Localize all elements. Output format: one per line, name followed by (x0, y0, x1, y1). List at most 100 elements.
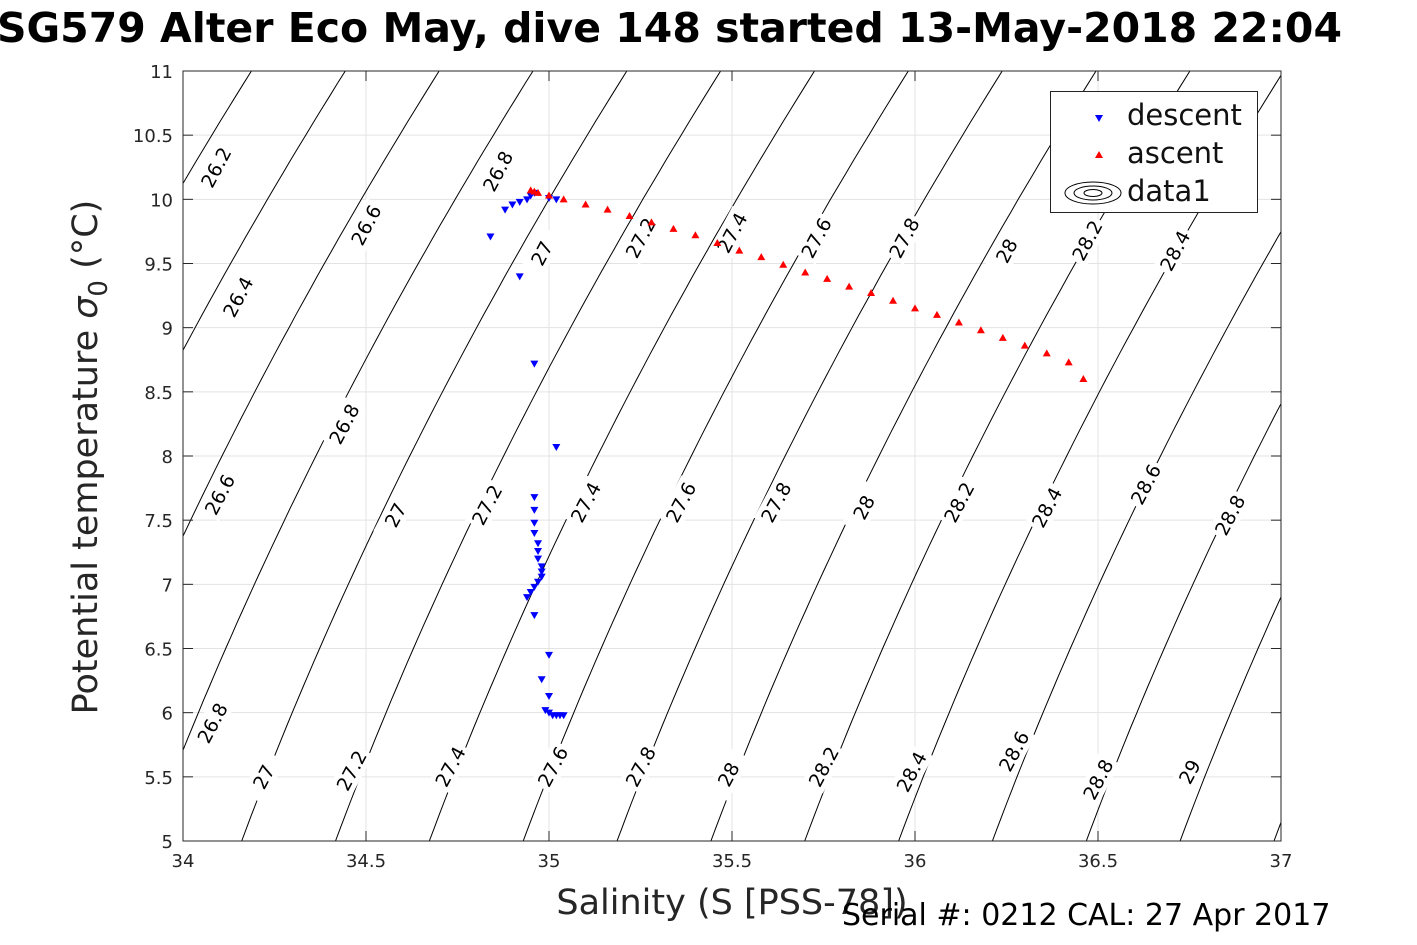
descent-point (537, 563, 546, 571)
descent-point (537, 568, 546, 576)
contour-label-bg (190, 696, 235, 750)
ascent-point (691, 231, 700, 239)
y-axis-label-main: Potential temperature (66, 319, 106, 715)
ascent-point (581, 200, 590, 208)
isopycnal-line (522, 71, 909, 841)
y-tick-label: 5 (162, 832, 173, 853)
descent-point (534, 555, 543, 563)
ascent-point (779, 260, 788, 268)
y-tick-label: 8.5 (144, 383, 173, 404)
contour-label-bg (889, 744, 934, 799)
contour-label-bg (475, 144, 520, 198)
ascent-point (559, 195, 568, 203)
x-tick-label: 37 (1270, 851, 1293, 872)
ascent-point (757, 253, 766, 261)
descent-point (515, 198, 524, 206)
y-tick-label: 9.5 (144, 255, 173, 276)
isopycnal-line (335, 71, 722, 841)
isopycnal-line (183, 71, 440, 538)
x-tick-label: 35 (538, 851, 561, 872)
contour-label-bg (373, 488, 418, 542)
ascent-point (911, 304, 919, 312)
contour-label-bg (1167, 744, 1212, 799)
y-tick-label: 10 (150, 190, 173, 211)
contour-label-bg (706, 747, 751, 802)
legend-label-descent: descent (1127, 98, 1242, 132)
ascent-point (801, 268, 810, 276)
descent-point (523, 594, 532, 602)
isopycnal-line (616, 71, 1003, 841)
ascent-point (534, 188, 543, 196)
x-tick-label: 34 (172, 851, 195, 872)
ascent-point (647, 218, 656, 226)
contour-label-bg (991, 724, 1036, 778)
isopycnal-line (183, 71, 534, 752)
descent-point (486, 233, 495, 241)
descent-point (501, 206, 510, 214)
ascent-point (823, 274, 832, 282)
ascent-point (545, 191, 553, 199)
descent-marker-icon (1095, 115, 1103, 122)
ascent-point (1079, 375, 1088, 382)
contour-ellipse-icon (1064, 181, 1122, 205)
isopycnal-line (710, 71, 1097, 841)
contour-label-bg (197, 467, 242, 522)
ascent-point (889, 296, 898, 304)
contour-label-bg (344, 198, 388, 252)
descent-point (530, 583, 539, 591)
contour-label-bg (801, 739, 846, 794)
y-axis-label: Potential temperature σ0 (°C) (66, 200, 114, 715)
contour-label-bg (322, 397, 366, 451)
isopycnal-contours (0, 71, 1281, 841)
contour-label-bg (563, 475, 608, 530)
descent-point (530, 519, 539, 527)
isopycnal-line (428, 71, 815, 841)
contour-label-bg (618, 739, 663, 794)
ascent-point (845, 282, 854, 290)
isopycnal-line (0, 71, 64, 841)
descent-point (545, 709, 553, 717)
contour-label-bg (530, 739, 575, 794)
contour-label-bg (428, 739, 473, 794)
contour-label-bg (329, 743, 374, 798)
descent-point (534, 578, 543, 586)
contour-label-bg (519, 226, 564, 281)
descent-point (530, 506, 539, 514)
contour-label-bg (658, 475, 703, 530)
descent-point (530, 360, 539, 368)
descent-point (530, 530, 539, 537)
contour-label-bg (1076, 752, 1120, 807)
contour-label-bg (710, 205, 754, 260)
legend-label-ascent: ascent (1127, 136, 1224, 170)
contour-label-bg (1207, 488, 1252, 542)
descent-point (523, 196, 532, 204)
y-tick-label: 6.5 (144, 640, 173, 661)
contour-label-bg (216, 270, 260, 324)
descent-point (545, 692, 553, 700)
ascent-point (1020, 341, 1029, 349)
legend-label-data1: data1 (1127, 174, 1211, 208)
contour-labels: 26.226.626.827 27.2 27.4 27.6 27.8 28 28.2 28.4… (190, 140, 1252, 807)
descent-point (530, 612, 539, 620)
x-tick-label: 34.5 (346, 851, 386, 872)
descent-point (541, 707, 550, 715)
contour-label-bg (241, 750, 286, 804)
ascent-point (1064, 358, 1073, 366)
descent-point (545, 651, 553, 659)
isopycnal-line (1179, 595, 1281, 841)
contour-label-bg (194, 140, 238, 195)
x-tick-label: 36 (904, 851, 927, 872)
ascent-point (1042, 349, 1051, 357)
y-tick-label: 7 (162, 575, 173, 596)
contour-label-bg (754, 475, 798, 530)
x-axis-label: Salinity (S [PSS-78]) (556, 883, 907, 923)
ascent-point (669, 224, 678, 232)
contour-label-bg (882, 211, 926, 265)
legend-entry-ascent: ascent (1051, 134, 1259, 172)
y-tick-label: 8 (162, 447, 173, 468)
contour-label-bg (464, 477, 509, 532)
isopycnal-line (1273, 820, 1281, 841)
ascent-marker-icon (1095, 151, 1103, 158)
ascent-point (867, 289, 876, 297)
